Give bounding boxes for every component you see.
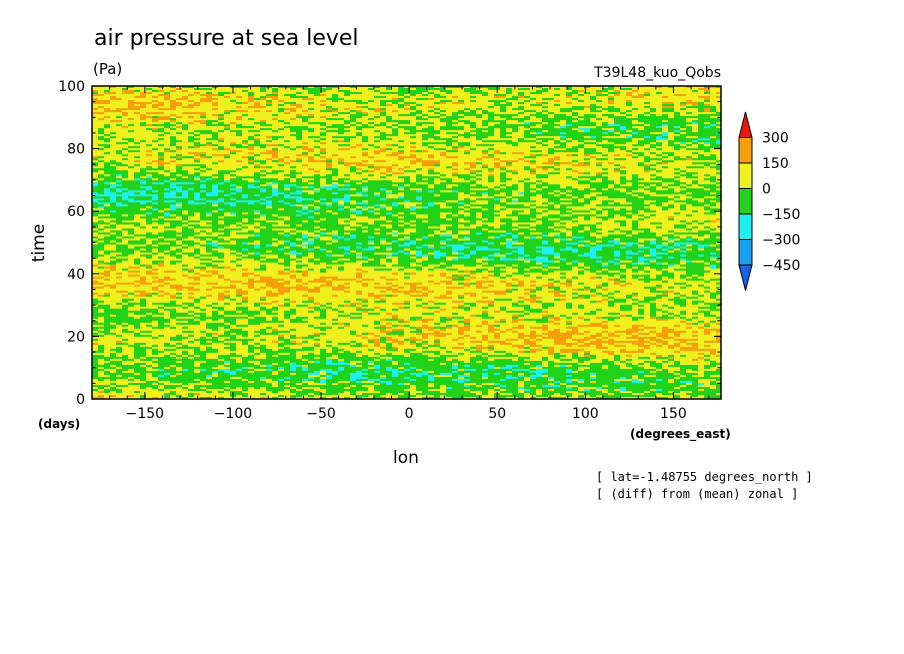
colorbar: 300 150 0 −150 −300 −450	[738, 111, 800, 291]
x-tick-label: −50	[306, 406, 336, 422]
colorbar-label: −450	[762, 258, 800, 274]
colorbar-swatch	[738, 137, 753, 164]
x-axis-label: lon	[393, 448, 419, 468]
x-tick-label: 150	[660, 406, 687, 422]
x-tick-label: 100	[572, 406, 599, 422]
units-label: (Pa)	[93, 60, 122, 78]
colorbar-swatch	[738, 213, 753, 240]
colorbar-swatch	[738, 239, 753, 266]
experiment-label: T39L48_kuo_Qobs	[593, 65, 721, 81]
y-tick-label: 0	[76, 392, 85, 408]
y-tick-label: 100	[58, 79, 85, 95]
x-axis: −150 −100 −50 0 50 100 150	[109, 86, 710, 422]
note-diff: [ (diff) from (mean) zonal ]	[596, 487, 798, 501]
y-axis: 0 20 40 60 80 100	[58, 79, 721, 408]
colorbar-label: −300	[762, 233, 800, 249]
colorbar-swatch	[738, 264, 753, 291]
colorbar-swatch	[738, 162, 753, 189]
colorbar-label: 300	[762, 131, 789, 147]
colorbar-label: 0	[762, 182, 771, 198]
x-tick-label: −150	[126, 406, 164, 422]
colorbar-label: 150	[762, 156, 789, 172]
x-axis-units: (degrees_east)	[630, 427, 731, 442]
pressure-field	[92, 86, 721, 399]
y-tick-label: 60	[67, 204, 85, 220]
y-tick-label: 40	[67, 267, 85, 283]
x-tick-label: −100	[214, 406, 252, 422]
y-axis-units: (days)	[38, 417, 80, 431]
x-tick-label: 50	[488, 406, 506, 422]
x-tick-label: 0	[405, 406, 414, 422]
y-tick-label: 80	[67, 142, 85, 158]
y-tick-label: 20	[67, 329, 85, 345]
chart-title: air pressure at sea level	[94, 26, 359, 51]
colorbar-swatch	[738, 111, 753, 138]
colorbar-label: −150	[762, 207, 800, 223]
colorbar-swatch	[738, 188, 753, 215]
y-axis-label: time	[29, 224, 49, 262]
note-latitude: [ lat=-1.48755 degrees_north ]	[596, 470, 813, 484]
